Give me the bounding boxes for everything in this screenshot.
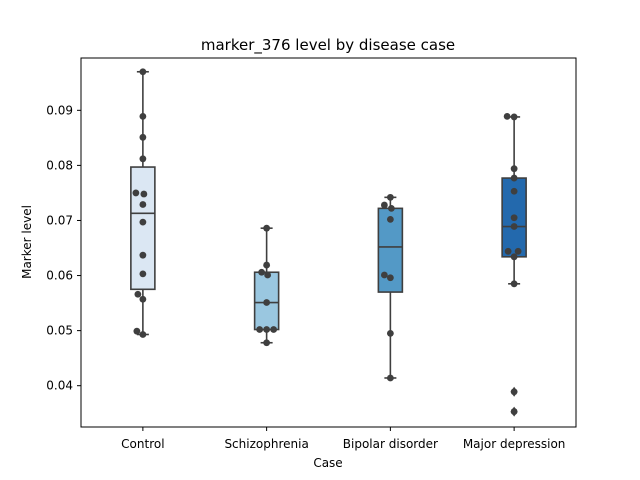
data-point-2-0 <box>386 193 394 201</box>
data-point-3-11 <box>510 388 518 396</box>
data-point-1-2 <box>258 268 266 276</box>
data-point-3-6 <box>510 223 518 230</box>
y-tick-label-0: 0.04 <box>46 379 73 393</box>
data-point-1-1 <box>263 261 271 269</box>
plot-area: 0.04 0.05 0.06 0.07 0.08 0.09 Control Schizophr… <box>46 57 577 451</box>
chart-title: marker_376 level by disease case <box>201 36 455 55</box>
data-point-3-10 <box>510 280 518 288</box>
box-0 <box>130 166 156 291</box>
data-point-2-5 <box>386 274 394 282</box>
data-point-0-8 <box>139 251 147 259</box>
x-tick-label-0: Control <box>121 437 164 451</box>
x-tick-label-3: Major depression <box>463 437 566 451</box>
data-point-2-4 <box>380 271 388 279</box>
data-point-0-4 <box>132 189 140 197</box>
data-point-3-8 <box>514 247 522 255</box>
y-tick-label-4: 0.08 <box>46 158 73 172</box>
data-point-0-10 <box>134 290 142 298</box>
data-point-3-7 <box>504 247 512 255</box>
x-axis-label: Case <box>313 456 342 470</box>
data-point-1-3 <box>264 271 272 279</box>
data-point-0-2 <box>139 133 147 141</box>
data-point-0-6 <box>139 201 147 208</box>
data-point-1-0 <box>263 224 271 232</box>
plot-frame <box>80 57 577 428</box>
data-point-0-3 <box>139 155 147 163</box>
data-point-0-1 <box>139 112 147 120</box>
data-point-3-1 <box>510 113 518 121</box>
y-tick-label-5: 0.09 <box>46 103 73 117</box>
data-point-3-9 <box>510 253 518 261</box>
data-point-1-8 <box>263 339 271 347</box>
y-tick-label-1: 0.05 <box>46 324 73 338</box>
data-point-2-2 <box>387 204 395 212</box>
data-point-3-12 <box>510 408 518 415</box>
data-point-2-3 <box>386 215 394 223</box>
y-tick-label-2: 0.06 <box>46 269 73 283</box>
data-point-3-3 <box>510 174 518 182</box>
data-point-0-11 <box>139 295 147 303</box>
data-point-2-6 <box>386 329 394 337</box>
data-point-0-12 <box>133 327 141 335</box>
data-point-3-4 <box>510 187 518 195</box>
y-tick-label-3: 0.07 <box>46 213 73 227</box>
data-point-3-5 <box>510 214 518 222</box>
y-axis-label: Marker level <box>20 205 34 279</box>
data-point-0-5 <box>140 190 148 198</box>
data-point-3-2 <box>510 165 518 173</box>
x-tick-label-2: Bipolar disorder <box>343 437 438 451</box>
data-point-3-0 <box>503 112 511 120</box>
data-point-1-6 <box>263 326 271 333</box>
data-point-0-0 <box>139 68 147 76</box>
data-point-0-13 <box>139 331 147 338</box>
data-point-1-5 <box>256 326 264 333</box>
data-point-1-4 <box>263 299 271 306</box>
data-point-2-1 <box>380 201 388 209</box>
x-tick-label-1: Schizophrenia <box>224 437 308 451</box>
data-point-1-7 <box>270 326 278 333</box>
data-point-0-9 <box>139 270 147 278</box>
data-point-0-7 <box>139 218 147 226</box>
data-point-2-7 <box>386 374 394 382</box>
